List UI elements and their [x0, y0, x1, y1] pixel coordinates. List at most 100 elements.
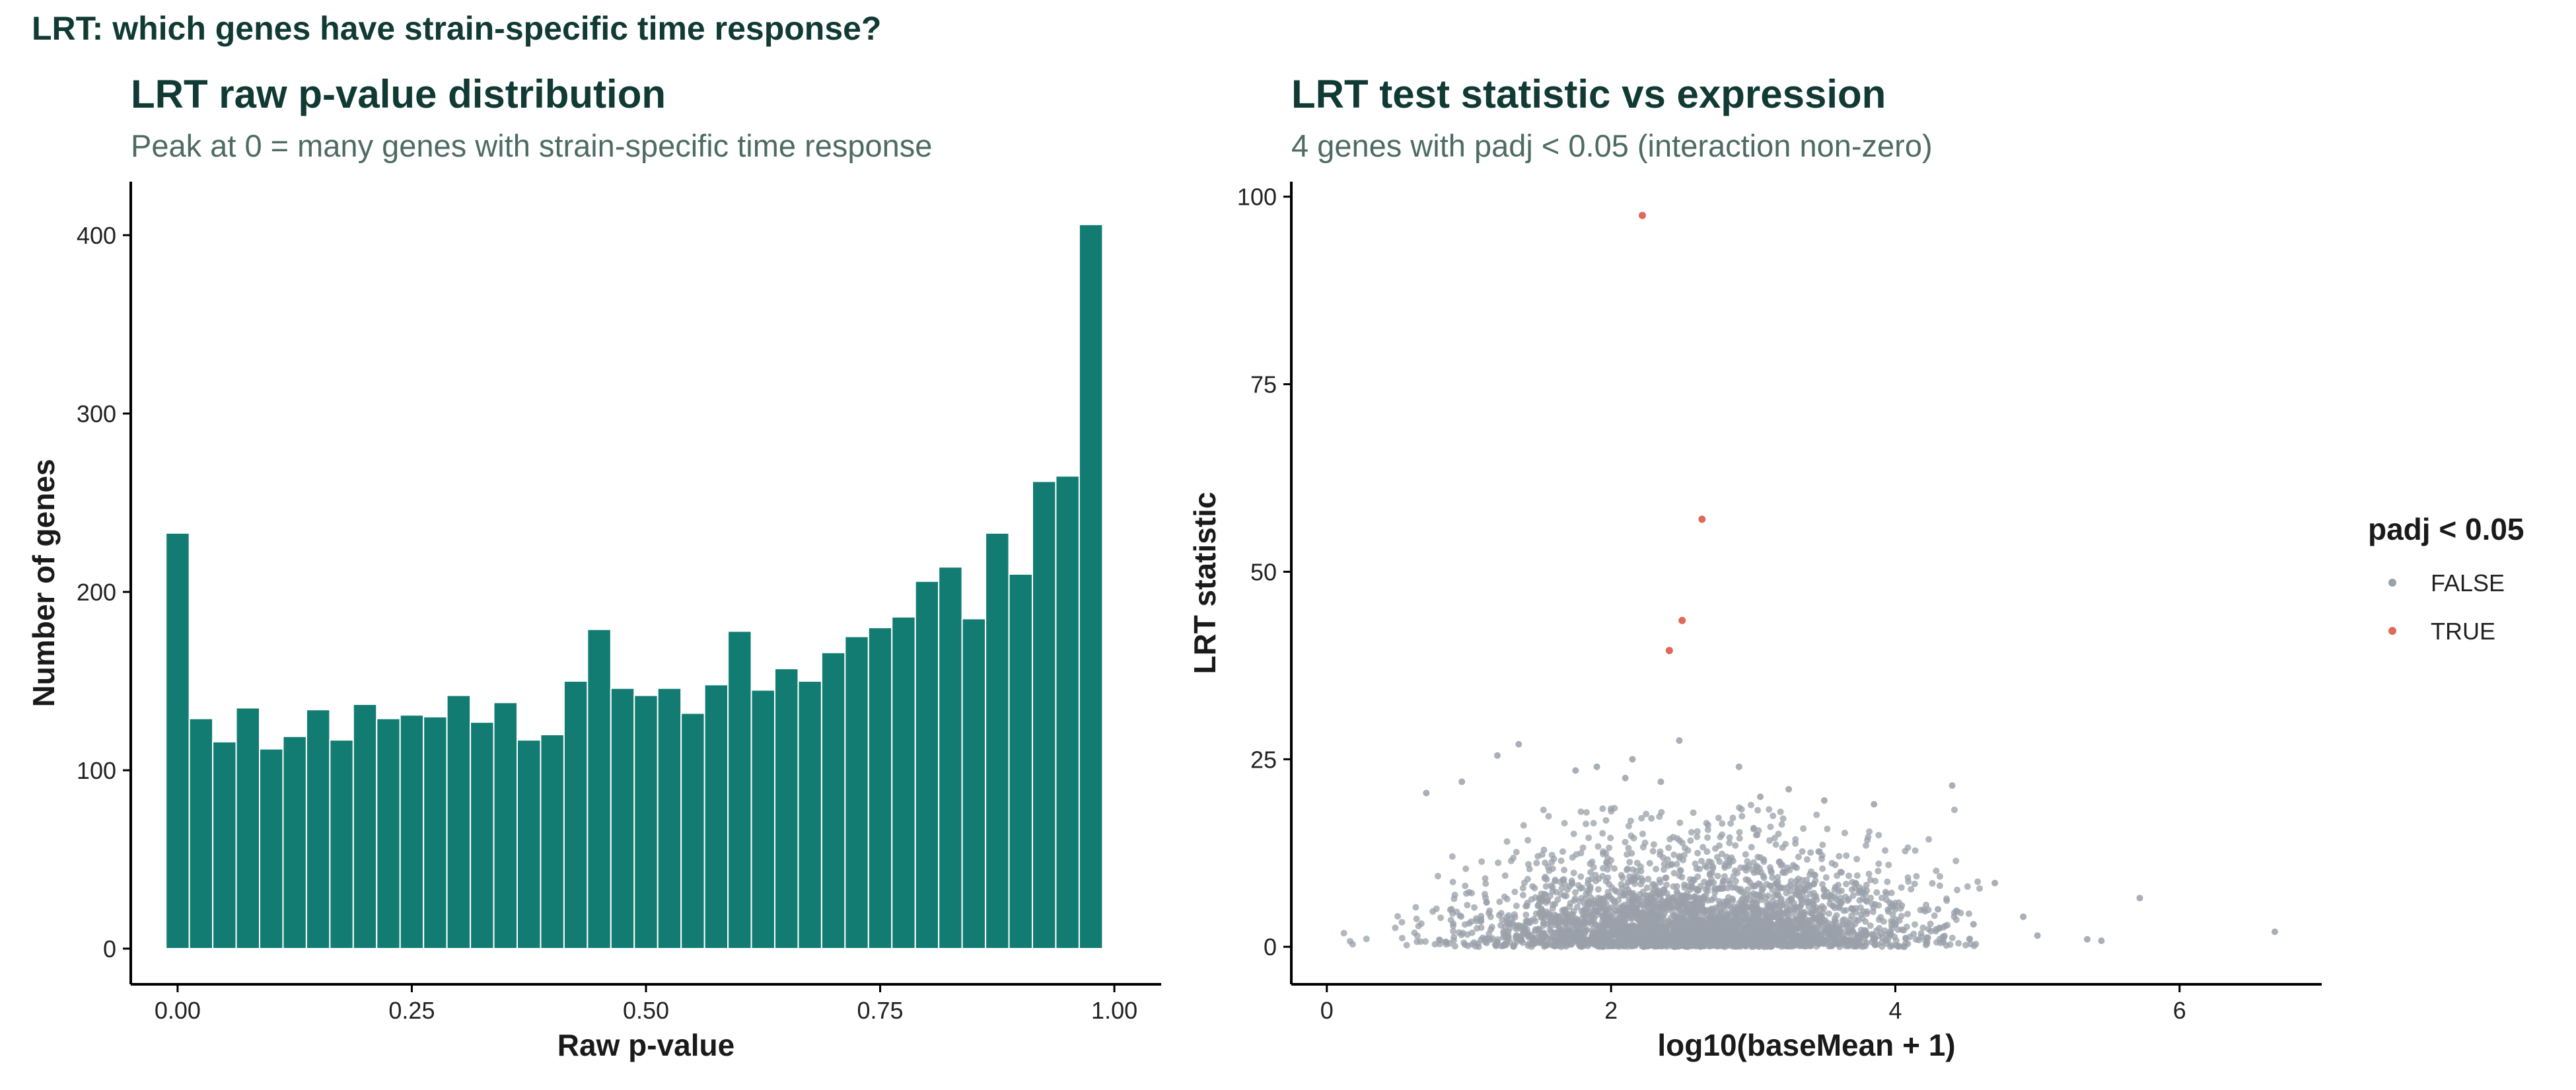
legend-label-true: TRUE [2431, 618, 2495, 645]
scatter-point-false [1875, 832, 1882, 839]
scatter-point-false [1783, 908, 1791, 915]
scatter-point-false [1665, 844, 1672, 852]
scatter-point-false [1857, 889, 1865, 896]
scatter-point-false [1662, 875, 1669, 882]
scatter-point-false [1881, 927, 1888, 934]
scatter-point-false [1719, 820, 1726, 827]
scatter-point-false [1688, 883, 1696, 890]
scatter-point-false [1871, 801, 1878, 808]
scatter-point-false [1756, 893, 1764, 900]
scatter-point-false [1792, 840, 1799, 847]
scatter-point-false [1658, 900, 1665, 908]
scatter-point-false [1562, 920, 1569, 927]
scatter-point-false [1561, 906, 1569, 914]
scatter-point-false [1766, 837, 1773, 844]
legend-key-false [2388, 579, 2396, 587]
scatter-point-false [1650, 919, 1657, 926]
histogram-bar [188, 717, 214, 949]
scatter-point-false [1760, 872, 1767, 879]
scatter-point-false [1458, 913, 1465, 920]
scatter-point-false [1778, 820, 1785, 828]
scatter-point-false [1708, 912, 1715, 920]
scatter-point-false [1584, 880, 1591, 887]
scatter-point-false [1570, 830, 1577, 838]
scatter-point-false [1520, 928, 1527, 935]
scatter-x-axis-title: log10(baseMean + 1) [1657, 1028, 1955, 1062]
scatter-point-false [1704, 826, 1711, 834]
scatter-point-false [1769, 886, 1776, 893]
scatter-point-false [1545, 813, 1552, 820]
scatter-point-false [1659, 912, 1666, 920]
scatter-point-false [2136, 894, 2143, 902]
scatter-point-false [1694, 931, 1701, 939]
scatter-point-false [1773, 932, 1781, 939]
scatter-point-false [1600, 848, 1607, 855]
scatter-point-false [1538, 896, 1545, 903]
histogram-subtitle: Peak at 0 = many genes with strain-speci… [131, 128, 933, 163]
scatter-point-false [1743, 864, 1750, 871]
scatter-point-false [1589, 858, 1596, 865]
scatter-point-false [1559, 848, 1566, 855]
scatter-point-false [1701, 921, 1708, 928]
histogram-bar [470, 721, 495, 949]
scatter-point-false [1836, 853, 1843, 860]
scatter-point-false [1639, 931, 1647, 938]
scatter-point-false [1976, 885, 1983, 892]
histogram-bar [376, 717, 401, 949]
histogram-bar [1055, 475, 1080, 949]
scatter-point-false [1542, 883, 1550, 890]
scatter-point-false [1808, 926, 1816, 933]
scatter-point-false [1814, 915, 1821, 922]
scatter-point-false [1394, 913, 1402, 920]
scatter-point-false [1685, 933, 1692, 941]
scatter-point-false [1803, 855, 1810, 863]
scatter-point-false [1450, 922, 1457, 929]
scatter-point-false [1556, 923, 1563, 930]
scatter-point-false [1742, 916, 1749, 923]
scatter-point-false [1927, 920, 1934, 927]
scatter-point-false [1657, 778, 1664, 785]
scatter-point-false [1557, 890, 1565, 898]
scatter-point-false [1622, 838, 1629, 846]
scatter-point-false [1541, 875, 1548, 882]
histogram-bar [446, 694, 472, 949]
scatter-point-false [1726, 839, 1733, 846]
scatter-point-false [1758, 886, 1766, 893]
scatter-point-false [1496, 898, 1503, 906]
histogram-bar [1078, 223, 1104, 949]
scatter-point-false [1952, 907, 1960, 914]
scatter-point-false [1716, 900, 1723, 908]
scatter-point-false [1529, 883, 1536, 890]
histogram-bar [563, 680, 589, 949]
scatter-point-false [1606, 940, 1614, 947]
histogram-bar [633, 694, 659, 949]
scatter-point-false [1607, 805, 1614, 813]
histogram-bar [985, 532, 1010, 949]
histogram-bar [797, 680, 822, 949]
scatter-point-false [1495, 859, 1502, 867]
scatter-point-false [1792, 904, 1799, 912]
scatter-point-false [1674, 897, 1681, 904]
scatter-point-false [1736, 804, 1743, 811]
scatter-point-false [1798, 895, 1805, 902]
scatter-subtitle: 4 genes with padj < 0.05 (interaction no… [1291, 128, 1933, 163]
scatter-point-false [1647, 893, 1654, 900]
scatter-point-false [1536, 910, 1543, 917]
scatter-point-false [1902, 935, 1910, 942]
scatter-point-false [2020, 913, 2027, 920]
scatter-point-false [1849, 892, 1857, 899]
scatter-point-false [1500, 941, 1507, 949]
scatter-point-false [1787, 877, 1795, 885]
scatter-point-false [1843, 852, 1850, 859]
scatter-point-false [1651, 881, 1659, 889]
scatter-point-false [1912, 847, 1919, 854]
scatter-point-false [1766, 806, 1773, 813]
scatter-point-false [1622, 774, 1629, 781]
scatter-point-false [1942, 922, 1949, 929]
scatter-point-false [1842, 906, 1849, 914]
scatter-point-false [1952, 916, 1960, 924]
scatter-point-false [1684, 928, 1692, 935]
scatter-point-false [1670, 883, 1677, 890]
scatter-point-false [1656, 813, 1663, 820]
scatter-point-false [1951, 806, 1958, 813]
